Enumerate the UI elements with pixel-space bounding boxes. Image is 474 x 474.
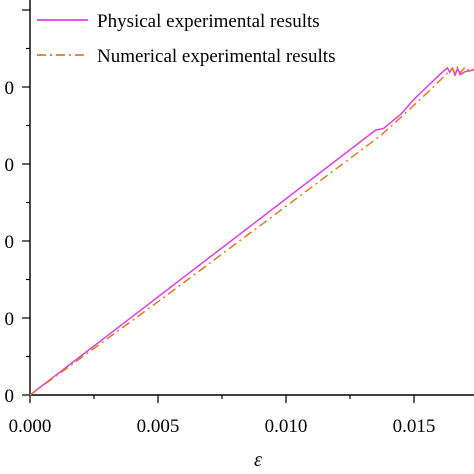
y-tick-label: 0 <box>5 386 15 407</box>
x-tick-label: 0.005 <box>137 416 180 437</box>
legend-label-numerical: Numerical experimental results <box>97 46 335 67</box>
y-tick-label: 0 <box>5 232 15 253</box>
y-tick-label: 0 <box>5 78 15 99</box>
y-axis-ticks: 0 0 0 0 0 <box>5 9 30 407</box>
legend: Physical experimental results Numerical … <box>37 11 335 67</box>
x-tick-label: 0.015 <box>393 416 436 437</box>
y-tick-label: 0 <box>5 309 15 330</box>
x-axis-title: ε <box>254 449 262 471</box>
numerical-results-line <box>29 66 474 396</box>
y-tick-label: 0 <box>5 155 15 176</box>
plot-frame <box>29 0 474 396</box>
physical-results-line <box>29 67 474 396</box>
series-layer <box>29 66 474 396</box>
x-tick-label: 0.010 <box>265 416 308 437</box>
legend-label-physical: Physical experimental results <box>97 11 320 32</box>
x-tick-label: 0.000 <box>9 416 52 437</box>
x-axis-ticks: 0.000 0.005 0.010 0.015 <box>9 395 436 437</box>
